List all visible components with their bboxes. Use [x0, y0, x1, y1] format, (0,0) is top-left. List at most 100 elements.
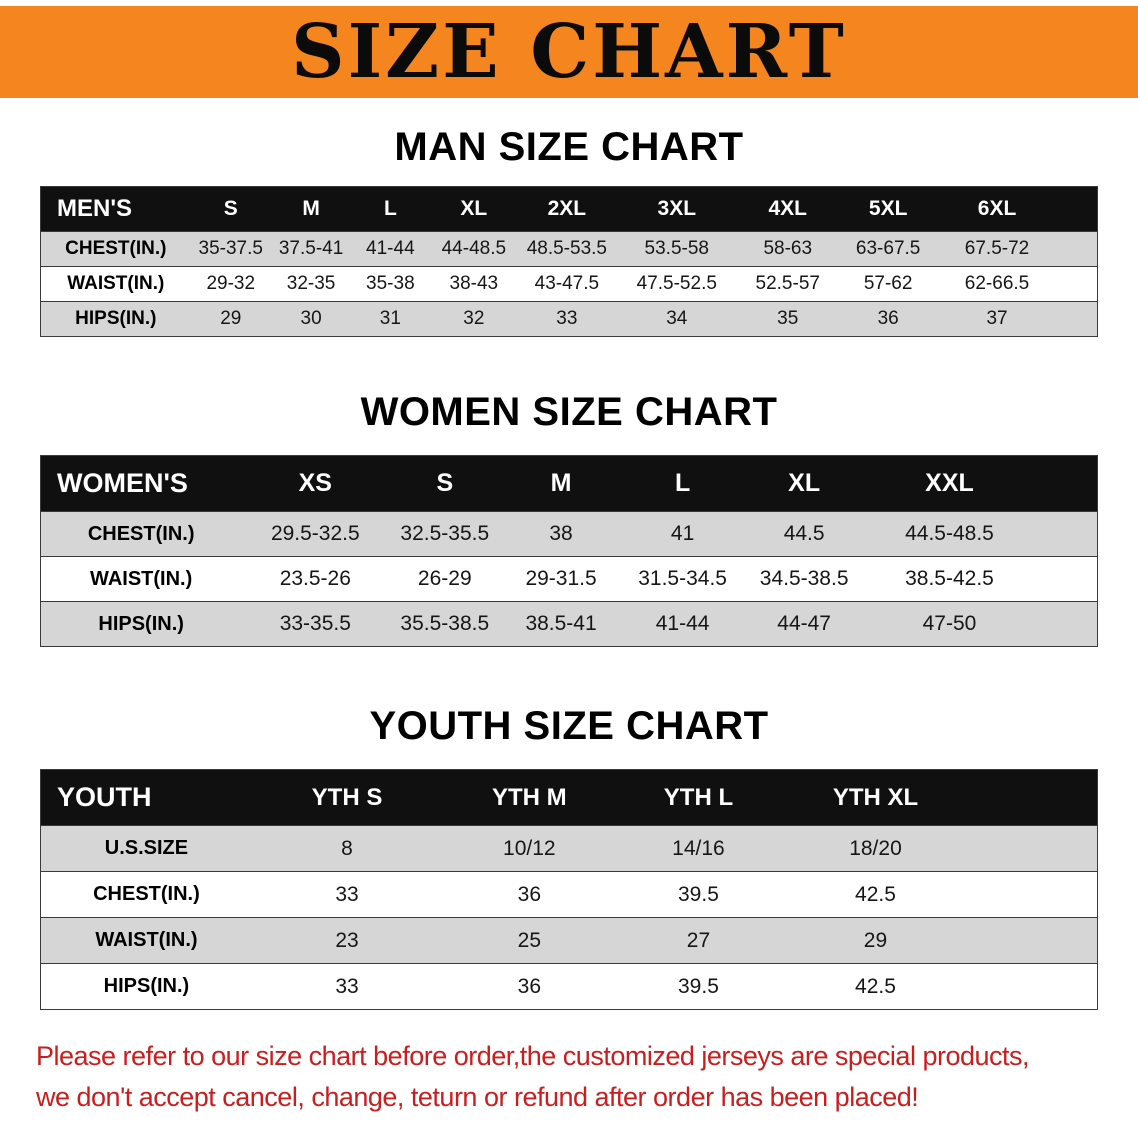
row-label: CHEST(IN.) [87, 522, 195, 545]
spacer-cell [971, 872, 1098, 918]
women-chest-row: CHEST(IN.) 29.5-32.5 32.5-35.5 38 41 44.… [40, 511, 1098, 557]
youth-size-table: YOUTH YTH S YTH M YTH L YTH XL U.S.SIZE … [40, 769, 1098, 1010]
size-value-cell: 48.5-53.5 [526, 238, 607, 259]
size-value-cell: 58-63 [763, 238, 813, 259]
size-value-cell: 38-43 [449, 273, 499, 294]
size-value-cell: 38.5-42.5 [905, 567, 994, 590]
size-column-header: 3XL [615, 186, 739, 232]
man-table-title-cell: MEN'S [40, 186, 191, 232]
size-value-cell: 37 [986, 308, 1008, 329]
row-label: HIPS(IN.) [75, 308, 157, 329]
size-value-cell: 29 [863, 928, 888, 952]
man-hips-row: HIPS(IN.) 29 30 31 32 33 34 35 36 37 [40, 301, 1098, 337]
man-size-chart-heading: MAN SIZE CHART [394, 125, 744, 169]
size-value-cell: 32.5-35.5 [400, 522, 490, 545]
disclaimer-line-2: we don't accept cancel, change, teturn o… [36, 1082, 919, 1112]
size-column-header: YTH L [616, 769, 781, 826]
size-value-cell: 34.5-38.5 [759, 567, 849, 590]
size-column-header: M [500, 455, 622, 512]
spacer-cell [1055, 267, 1097, 302]
spacer-cell [971, 918, 1098, 964]
size-value-cell: 33-35.5 [279, 612, 351, 635]
size-column-header: 5XL [837, 186, 939, 232]
size-column-header: XL [429, 186, 519, 232]
size-value-cell: 30 [300, 308, 322, 329]
size-value-cell: 35.5-38.5 [400, 612, 490, 635]
row-label: U.S.SIZE [104, 837, 189, 859]
banner-title: SIZE CHART [291, 9, 847, 95]
row-label: WAIST(IN.) [95, 929, 198, 951]
size-value-cell: 35-38 [366, 273, 415, 294]
size-value-cell: 67.5-72 [964, 238, 1030, 259]
spacer-cell [1034, 602, 1097, 647]
women-table-title-cell: WOMEN'S [40, 455, 242, 512]
size-value-cell: 63-67.5 [855, 238, 921, 259]
row-label: WAIST(IN.) [67, 273, 165, 294]
row-label: HIPS(IN.) [103, 975, 190, 997]
youth-table-title-cell: YOUTH [40, 769, 252, 826]
size-column-header: XS [241, 455, 390, 512]
size-value-cell: 29.5-32.5 [270, 522, 360, 545]
youth-hips-row: HIPS(IN.) 33 36 39.5 42.5 [40, 963, 1098, 1010]
size-value-cell: 42.5 [855, 974, 896, 998]
spacer-cell [971, 826, 1098, 872]
women-header-row: WOMEN'S XS S M L XL XXL [40, 455, 1098, 512]
row-label: CHEST(IN.) [65, 238, 167, 259]
size-value-cell: 14/16 [672, 836, 725, 860]
size-value-cell: 39.5 [678, 882, 719, 906]
size-value-cell: 57-62 [863, 273, 913, 294]
size-column-header: M [270, 186, 352, 232]
size-value-cell: 25 [517, 928, 542, 952]
size-column-header: S [389, 455, 501, 512]
size-value-cell: 36 [877, 308, 899, 329]
size-value-cell: 47-50 [922, 612, 977, 635]
size-column-header: XXL [864, 455, 1035, 512]
spacer-cell [1034, 455, 1098, 512]
women-size-chart-heading: WOMEN SIZE CHART [360, 390, 778, 434]
size-value-cell: 41 [670, 522, 695, 545]
row-label: CHEST(IN.) [93, 883, 200, 905]
man-header-row: MEN'S S M L XL 2XL 3XL 4XL 5XL 6XL [40, 186, 1098, 232]
youth-size-chart-heading: YOUTH SIZE CHART [369, 704, 769, 748]
spacer-cell [1055, 302, 1097, 337]
size-value-cell: 31.5-34.5 [638, 567, 727, 590]
size-value-cell: 36 [517, 882, 542, 906]
size-value-cell: 43-47.5 [534, 273, 600, 294]
size-value-cell: 8 [341, 836, 353, 860]
spacer-cell [1034, 557, 1097, 602]
size-value-cell: 33 [556, 308, 578, 329]
size-column-header: YTH S [251, 769, 443, 826]
size-value-cell: 33 [335, 882, 359, 906]
size-value-cell: 29-32 [206, 273, 256, 294]
women-size-table: WOMEN'S XS S M L XL XXL CHEST(IN.) 29.5-… [40, 455, 1098, 647]
size-value-cell: 44.5-48.5 [905, 522, 994, 545]
man-size-table: MEN'S S M L XL 2XL 3XL 4XL 5XL 6XL CHEST… [40, 186, 1098, 337]
women-waist-row: WAIST(IN.) 23.5-26 26-29 29-31.5 31.5-34… [40, 556, 1098, 602]
size-value-cell: 18/20 [849, 836, 902, 860]
size-value-cell: 10/12 [503, 836, 556, 860]
size-value-cell: 23 [335, 928, 359, 952]
women-hips-row: HIPS(IN.) 33-35.5 35.5-38.5 38.5-41 41-4… [40, 601, 1098, 647]
youth-waist-row: WAIST(IN.) 23 25 27 29 [40, 917, 1098, 964]
size-value-cell: 29 [220, 308, 242, 329]
spacer-cell [1055, 186, 1098, 232]
size-chart-banner: SIZE CHART [0, 6, 1138, 98]
size-value-cell: 32-35 [286, 273, 336, 294]
size-value-cell: 34 [666, 308, 688, 329]
size-column-header: YTH XL [780, 769, 971, 826]
spacer-cell [970, 769, 1098, 826]
size-value-cell: 41-44 [366, 238, 415, 259]
size-value-cell: 44-47 [777, 612, 831, 635]
spacer-cell [1034, 512, 1097, 557]
size-value-cell: 44.5 [783, 522, 825, 545]
size-value-cell: 38 [549, 522, 573, 545]
spacer-cell [1055, 232, 1097, 267]
size-value-cell: 52.5-57 [755, 273, 820, 294]
size-value-cell: 35-37.5 [198, 238, 263, 259]
size-value-cell: 53.5-58 [644, 238, 709, 259]
size-column-header: S [190, 186, 271, 232]
row-label: HIPS(IN.) [98, 612, 184, 635]
size-value-cell: 62-66.5 [964, 273, 1030, 294]
size-value-cell: 44-48.5 [441, 238, 507, 259]
youth-chest-row: CHEST(IN.) 33 36 39.5 42.5 [40, 871, 1098, 918]
